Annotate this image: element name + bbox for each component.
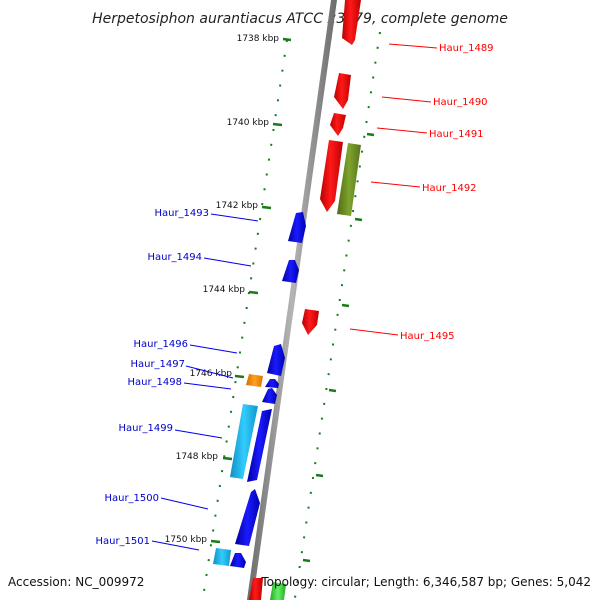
tick-mark <box>210 539 221 544</box>
gene-haur-1491[interactable] <box>330 113 346 136</box>
gene-haur-1496[interactable] <box>267 344 285 376</box>
accession-text: Accession: NC_009972 <box>8 575 144 589</box>
tick-mark <box>366 132 375 137</box>
leader-line <box>151 540 200 551</box>
gene-label-haur-1496[interactable]: Haur_1496 <box>133 339 188 350</box>
gene-haur-1501-blue[interactable] <box>230 553 246 568</box>
map-title: Herpetosiphon aurantiacus ATCC 23779, co… <box>92 11 508 27</box>
leader-line <box>189 344 238 354</box>
gene-haur-1494[interactable] <box>282 260 299 283</box>
tick-mark <box>261 205 272 210</box>
leader-line <box>183 382 232 390</box>
kbp-tick-marks <box>210 37 292 544</box>
gene-haur-1492-red[interactable] <box>320 140 343 212</box>
gene-label-haur-1495[interactable]: Haur_1495 <box>400 331 455 342</box>
gene-label-haur-1490[interactable]: Haur_1490 <box>433 97 488 108</box>
tick-mark <box>248 290 259 295</box>
gene-label-haur-1494[interactable]: Haur_1494 <box>147 252 202 263</box>
tick-mark <box>341 303 350 308</box>
genome-backbone <box>247 0 337 600</box>
tick-mark <box>354 217 363 222</box>
leader-line <box>160 497 209 510</box>
leader-line <box>349 328 399 336</box>
gene-label-haur-1497[interactable]: Haur_1497 <box>130 359 185 370</box>
outer-guide-line <box>294 31 381 599</box>
kbp-label: 1738 kbp <box>237 34 280 44</box>
gene-haur-1498[interactable] <box>262 388 277 404</box>
gene-haur-1501[interactable] <box>213 548 231 566</box>
kbp-label: 1746 kbp <box>190 369 233 379</box>
gene-haur-1492-olive[interactable] <box>337 143 361 216</box>
gene-label-haur-1498[interactable]: Haur_1498 <box>127 377 182 388</box>
gene-label-haur-1500[interactable]: Haur_1500 <box>104 493 159 504</box>
leader-line <box>376 127 428 134</box>
gene-haur-1489[interactable] <box>342 0 361 45</box>
gene-label-haur-1493[interactable]: Haur_1493 <box>154 208 209 219</box>
gene-partial-red[interactable] <box>249 578 263 600</box>
kbp-label: 1742 kbp <box>216 201 259 211</box>
gene-label-haur-1489[interactable]: Haur_1489 <box>439 43 494 54</box>
tick-mark <box>222 456 233 461</box>
gene-haur-1500[interactable] <box>235 489 260 546</box>
leader-line <box>203 257 252 267</box>
kbp-label: 1744 kbp <box>203 285 246 295</box>
right-leader-lines <box>349 43 438 336</box>
tick-mark <box>315 473 324 478</box>
tick-mark <box>328 388 337 393</box>
tick-mark <box>282 37 292 42</box>
leader-line <box>185 365 234 379</box>
gene-haur-1497-blue[interactable] <box>265 379 279 388</box>
gene-haur-1493[interactable] <box>288 212 306 243</box>
gene-haur-1490[interactable] <box>334 73 351 109</box>
kbp-label: 1750 kbp <box>165 535 208 545</box>
leader-line <box>381 96 432 103</box>
topology-text: Topology: circular; Length: 6,346,587 bp… <box>260 575 591 589</box>
tick-mark <box>234 374 245 379</box>
gene-haur-1495[interactable] <box>302 309 319 335</box>
gene-partial-green[interactable] <box>270 582 286 600</box>
leader-line <box>174 429 223 439</box>
outer-tick-marks <box>302 132 375 563</box>
leader-line <box>210 213 259 222</box>
gene-label-haur-1499[interactable]: Haur_1499 <box>118 423 173 434</box>
leader-line <box>370 181 421 188</box>
gene-label-haur-1491[interactable]: Haur_1491 <box>429 129 484 140</box>
left-leader-lines <box>151 213 259 551</box>
gene-haur-1499[interactable] <box>230 404 258 479</box>
tick-mark <box>272 122 283 127</box>
gene-haur-1499-blue[interactable] <box>247 409 272 482</box>
kbp-label: 1748 kbp <box>176 452 219 462</box>
gene-label-haur-1501[interactable]: Haur_1501 <box>95 536 150 547</box>
gene-haur-1497[interactable] <box>246 374 263 387</box>
leader-line <box>388 43 438 49</box>
kbp-label: 1740 kbp <box>227 118 270 128</box>
gene-label-haur-1492[interactable]: Haur_1492 <box>422 183 477 194</box>
tick-mark <box>302 558 311 563</box>
